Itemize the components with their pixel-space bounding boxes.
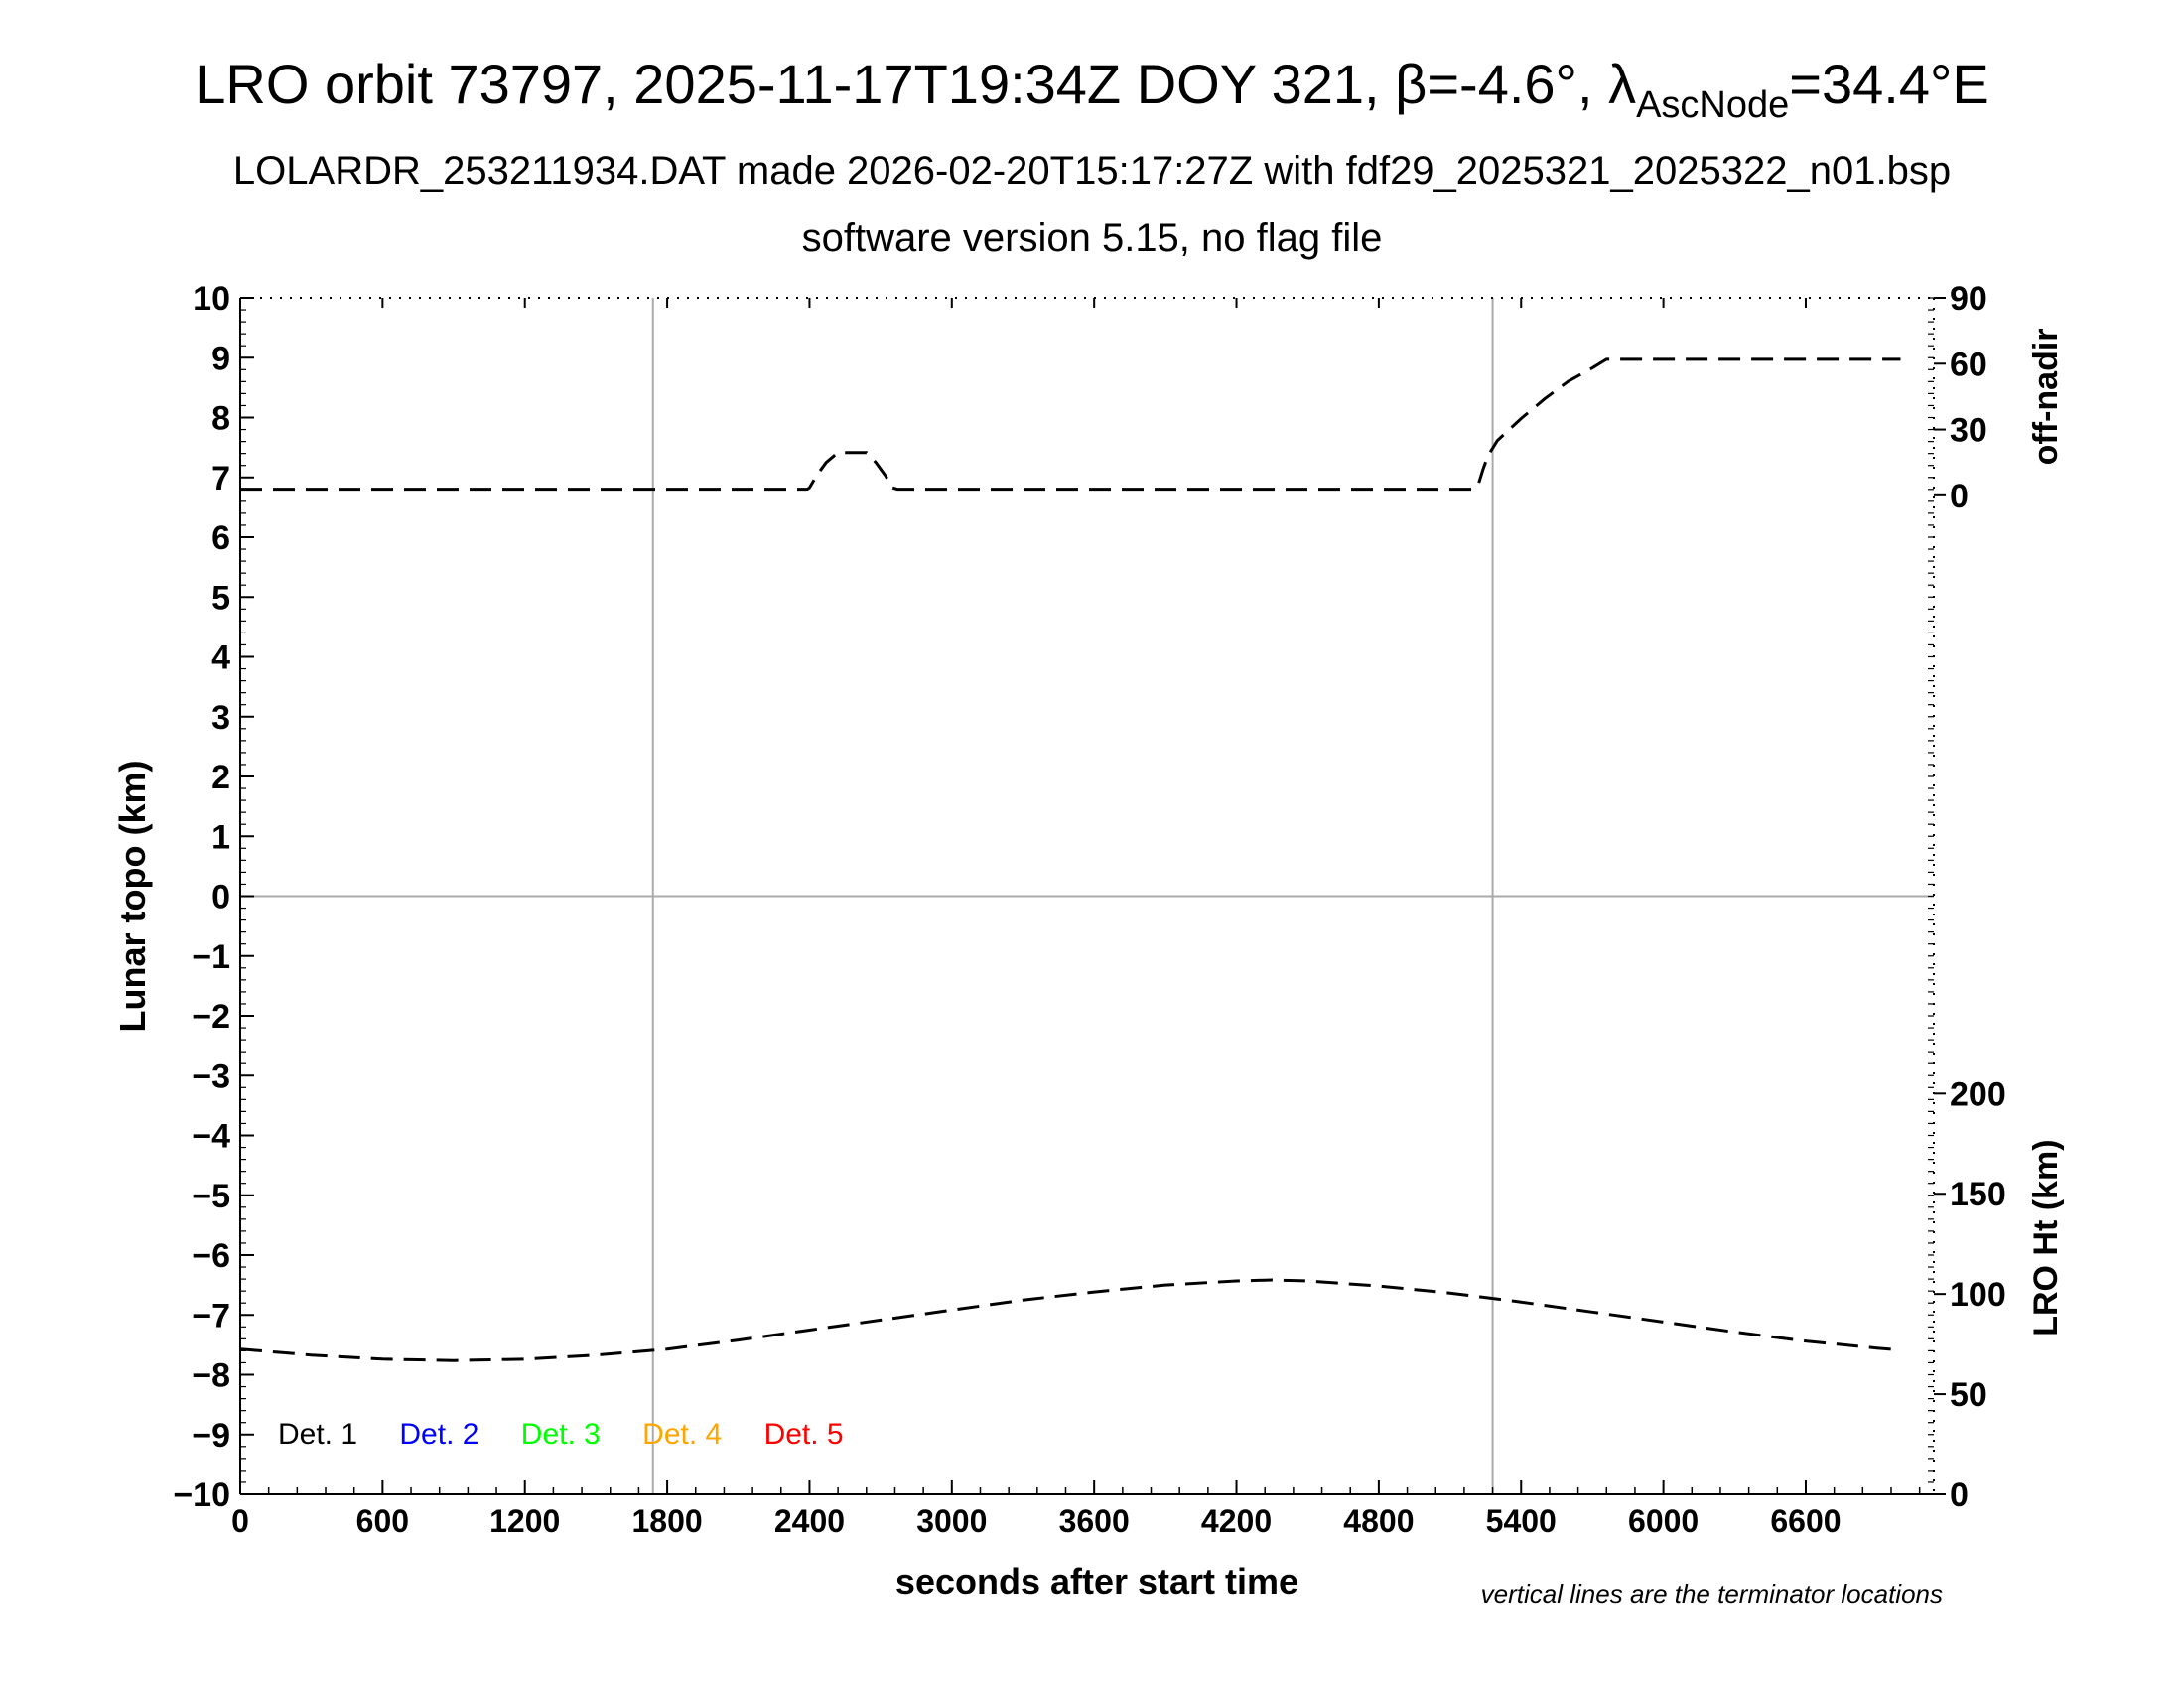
data-series — [239, 357, 1901, 1362]
y-tick-label: 8 — [211, 400, 230, 438]
y-tick-label: 4 — [211, 639, 230, 677]
x-tick-label: 1200 — [489, 1503, 560, 1539]
y-tick-label: −2 — [192, 998, 230, 1036]
legend-item-det-4: Det. 4 — [642, 1418, 723, 1451]
legend-item-det-5: Det. 5 — [763, 1418, 844, 1451]
offnadir-tick-label: 60 — [1950, 346, 1987, 383]
y-tick-label: 0 — [211, 879, 230, 916]
grid-lines — [240, 298, 1934, 1494]
height-tick-label: 0 — [1950, 1477, 1969, 1514]
legend-item-det-3: Det. 3 — [520, 1418, 601, 1451]
x-tick-label: 6000 — [1628, 1503, 1699, 1539]
height-tick-label: 50 — [1950, 1376, 1987, 1414]
x-tick-label: 1800 — [631, 1503, 702, 1539]
offnadir-tick-label: 0 — [1950, 478, 1969, 515]
x-tick-label: 6600 — [1770, 1503, 1841, 1539]
y-tick-label: −1 — [192, 938, 230, 976]
y-tick-label: 2 — [211, 759, 230, 796]
legend: Det. 1 Det. 2 Det. 3 Det. 4 Det. 5 — [278, 1418, 878, 1452]
height-tick-label: 200 — [1950, 1075, 2006, 1113]
x-tick-label: 4200 — [1201, 1503, 1272, 1539]
y-tick-label: −7 — [192, 1297, 230, 1335]
axis-ticks — [239, 297, 1946, 1495]
chart-subtitle-software: software version 5.15, no flag file — [801, 216, 1383, 260]
footnote: vertical lines are the terminator locati… — [1480, 1579, 1943, 1609]
chart-title: LRO orbit 73797, 2025-11-17T19:34Z DOY 3… — [0, 52, 2184, 127]
y-tick-label: 3 — [211, 699, 230, 737]
y-tick-label: −4 — [192, 1118, 230, 1156]
y-tick-label: −5 — [192, 1178, 230, 1215]
y-tick-label: 6 — [211, 519, 230, 557]
chart-subtitle: LOLARDR_253211934.DAT made 2026-02-20T15… — [232, 149, 1952, 193]
y-tick-label: −3 — [192, 1057, 230, 1095]
offnadir-tick-label: 90 — [1950, 280, 1987, 318]
height-series-line — [239, 1278, 1901, 1362]
x-tick-label: 2400 — [774, 1503, 845, 1539]
offnadir-axis-label: off-nadir — [2027, 328, 2065, 465]
title-subscript: AscNode — [1636, 84, 1790, 126]
y-tick-label: 9 — [211, 340, 230, 377]
y-tick-label: 5 — [211, 579, 230, 617]
y-tick-label: −8 — [192, 1357, 230, 1395]
offnadir-series-line — [240, 357, 1901, 492]
height-tick-label: 100 — [1950, 1276, 2006, 1314]
height-axis-label: LRO Ht (km) — [2027, 1139, 2065, 1336]
title-suffix: =34.4°E — [1789, 53, 1989, 115]
axis-labels: 0 600 1200 1800 2400 3000 3600 4200 4800 5400 6000… — [112, 280, 2065, 1602]
y-tick-label: 7 — [211, 460, 230, 497]
offnadir-tick-label: 30 — [1950, 412, 1987, 450]
x-tick-label: 0 — [231, 1503, 249, 1539]
x-tick-label: 3600 — [1059, 1503, 1130, 1539]
y-tick-label: −9 — [192, 1417, 230, 1455]
x-axis-label: seconds after start time — [895, 1561, 1298, 1602]
y-tick-label: 1 — [211, 818, 230, 856]
y-tick-label: −6 — [192, 1237, 230, 1275]
x-tick-label: 4800 — [1343, 1503, 1414, 1539]
x-tick-label: 3000 — [916, 1503, 987, 1539]
title-text: LRO orbit 73797, 2025-11-17T19:34Z DOY 3… — [195, 53, 1637, 115]
y-tick-label: 10 — [193, 280, 230, 318]
y-axis-label: Lunar topo (km) — [112, 761, 153, 1033]
legend-item-det-2: Det. 2 — [399, 1418, 479, 1451]
x-tick-label: 600 — [356, 1503, 409, 1539]
x-tick-label: 5400 — [1486, 1503, 1557, 1539]
height-tick-label: 150 — [1950, 1176, 2006, 1213]
y-tick-label: −10 — [173, 1477, 230, 1514]
legend-item-det-1: Det. 1 — [278, 1418, 358, 1451]
